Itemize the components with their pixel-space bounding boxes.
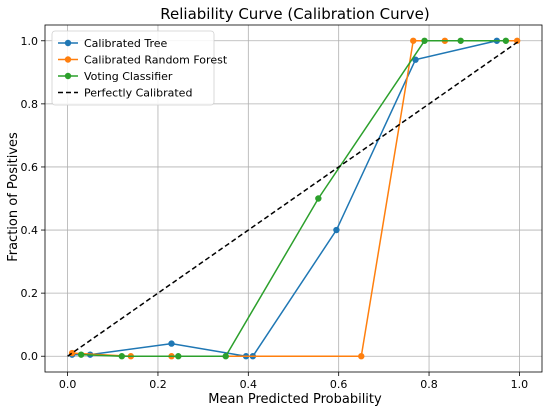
series-line-voting-classifier	[81, 40, 506, 357]
data-point-calibrated-random-forest	[358, 353, 365, 360]
ticks: 0.0 0.2 0.4 0.6 0.8 1.0 0.0 0.2 0.4 0.6 0.8 1.0	[21, 35, 529, 391]
axes-frame	[44, 24, 543, 373]
x-tick-label: 0.4	[240, 378, 258, 391]
data-point-voting-classifier	[77, 351, 85, 358]
data-point-calibrated-random-forest	[513, 37, 521, 44]
x-tick-label: 0.6	[330, 378, 348, 391]
series	[67, 37, 521, 360]
x-tick-label: 0.0	[59, 378, 77, 391]
data-point-voting-classifier	[315, 195, 322, 202]
data-point-voting-classifier	[222, 353, 229, 360]
data-point-voting-classifier	[118, 353, 126, 360]
legend-entry-calibrated-tree: Calibrated Tree	[84, 37, 167, 50]
data-point-voting-classifier	[175, 353, 182, 360]
data-point-calibrated-tree	[412, 56, 419, 63]
legend: Calibrated Tree Calibrated Random Forest V…	[51, 30, 228, 106]
x-axis-label: Mean Predicted Probability	[208, 392, 382, 407]
y-tick-label: 0.4	[21, 224, 39, 237]
y-tick-label: 0.6	[21, 161, 39, 174]
plot-frame	[44, 24, 543, 373]
data-point-voting-classifier	[457, 37, 464, 44]
legend-marker-calibrated-tree	[64, 39, 72, 47]
series-line-perfectly-calibrated	[67, 40, 520, 357]
y-axis-label: Fraction of Positives	[6, 132, 21, 262]
data-point-voting-classifier	[502, 37, 510, 44]
data-point-voting-classifier	[421, 37, 428, 44]
legend-marker-voting-classifier	[64, 72, 72, 80]
x-tick-label: 1.0	[511, 378, 529, 391]
data-point-calibrated-random-forest	[410, 37, 417, 44]
x-tick-label: 0.2	[149, 378, 167, 391]
legend-entry-voting-classifier: Voting Classifier	[84, 70, 173, 83]
y-tick-label: 0.0	[21, 350, 39, 363]
data-point-calibrated-tree	[168, 340, 175, 347]
y-tick-label: 0.8	[21, 98, 39, 111]
chart-title: Reliability Curve (Calibration Curve)	[160, 5, 429, 23]
y-tick-label: 1.0	[21, 35, 39, 48]
legend-marker-calibrated-random-forest	[64, 56, 72, 63]
x-tick-label: 0.8	[420, 378, 438, 391]
data-point-calibrated-tree	[333, 226, 340, 234]
legend-entry-perfectly-calibrated: Perfectly Calibrated	[84, 87, 192, 100]
y-tick-label: 0.2	[21, 287, 39, 300]
legend-entry-calibrated-random-forest: Calibrated Random Forest	[84, 54, 228, 67]
legend-box	[51, 30, 215, 106]
